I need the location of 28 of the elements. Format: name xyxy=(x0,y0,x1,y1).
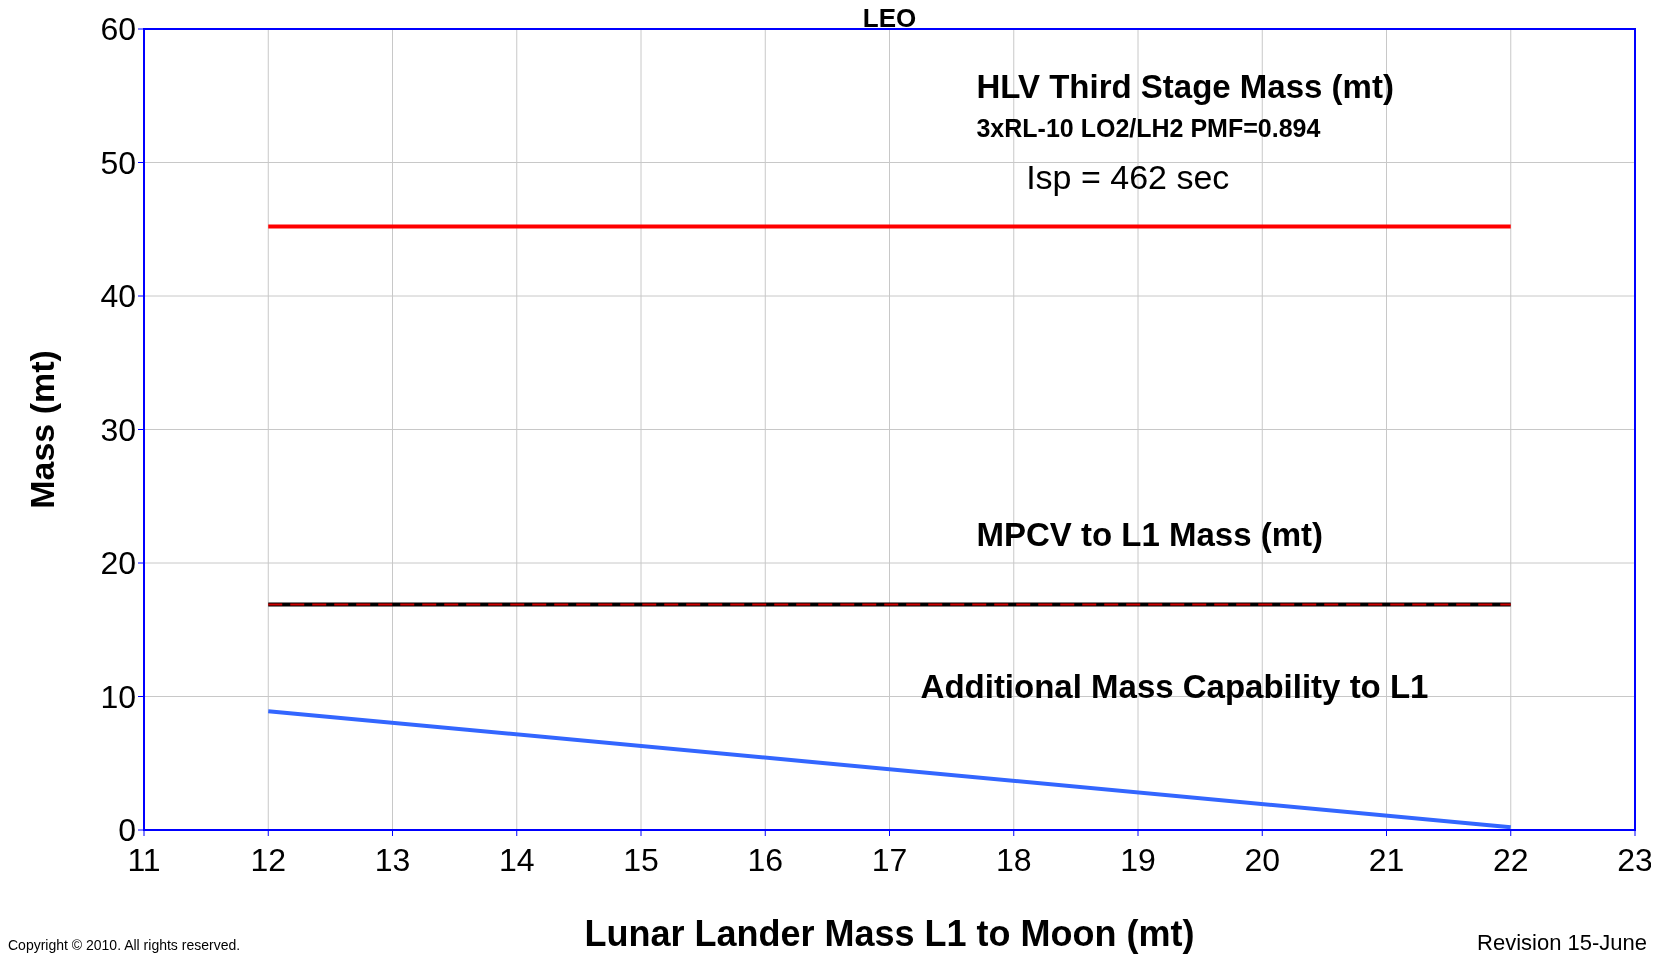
x-tick-label: 17 xyxy=(871,841,908,878)
y-tick-label: 60 xyxy=(100,11,136,48)
annotation: HLV Third Stage Mass (mt) xyxy=(976,68,1394,106)
annotation: Isp = 462 sec xyxy=(1026,158,1230,197)
y-tick-label: 10 xyxy=(100,678,136,715)
x-axis-title: Lunar Lander Mass L1 to Moon (mt) xyxy=(584,913,1195,954)
x-tick-label: 18 xyxy=(995,841,1032,878)
x-tick-label: 19 xyxy=(1120,841,1156,878)
x-tick-label: 20 xyxy=(1244,841,1281,878)
x-tick-label: 23 xyxy=(1617,841,1653,878)
x-tick-label: 15 xyxy=(623,841,659,878)
text: Copyright © 2010. All rights reserved. xyxy=(8,937,241,953)
y-tick-label: 30 xyxy=(100,411,136,448)
chart-title: LEO xyxy=(862,3,917,33)
annotation: 3xRL-10 LO2/LH2 PMF=0.894 xyxy=(976,114,1321,143)
y-axis-title: Mass (mt) xyxy=(23,350,61,509)
x-tick-label: 22 xyxy=(1492,841,1529,878)
y-tick-label: 20 xyxy=(100,545,136,582)
y-tick-label: 40 xyxy=(100,278,136,315)
x-tick-label: 14 xyxy=(498,841,535,878)
x-tick-label: 21 xyxy=(1368,841,1405,878)
y-tick-label: 50 xyxy=(100,144,136,181)
x-tick-label: 12 xyxy=(250,841,287,878)
annotation: MPCV to L1 Mass (mt) xyxy=(976,515,1324,553)
x-tick-label: 13 xyxy=(374,841,411,878)
text: Revision 15-June xyxy=(1477,930,1647,955)
x-tick-label: 16 xyxy=(747,841,784,878)
annotation: Additional Mass Capability to L1 xyxy=(920,667,1429,705)
